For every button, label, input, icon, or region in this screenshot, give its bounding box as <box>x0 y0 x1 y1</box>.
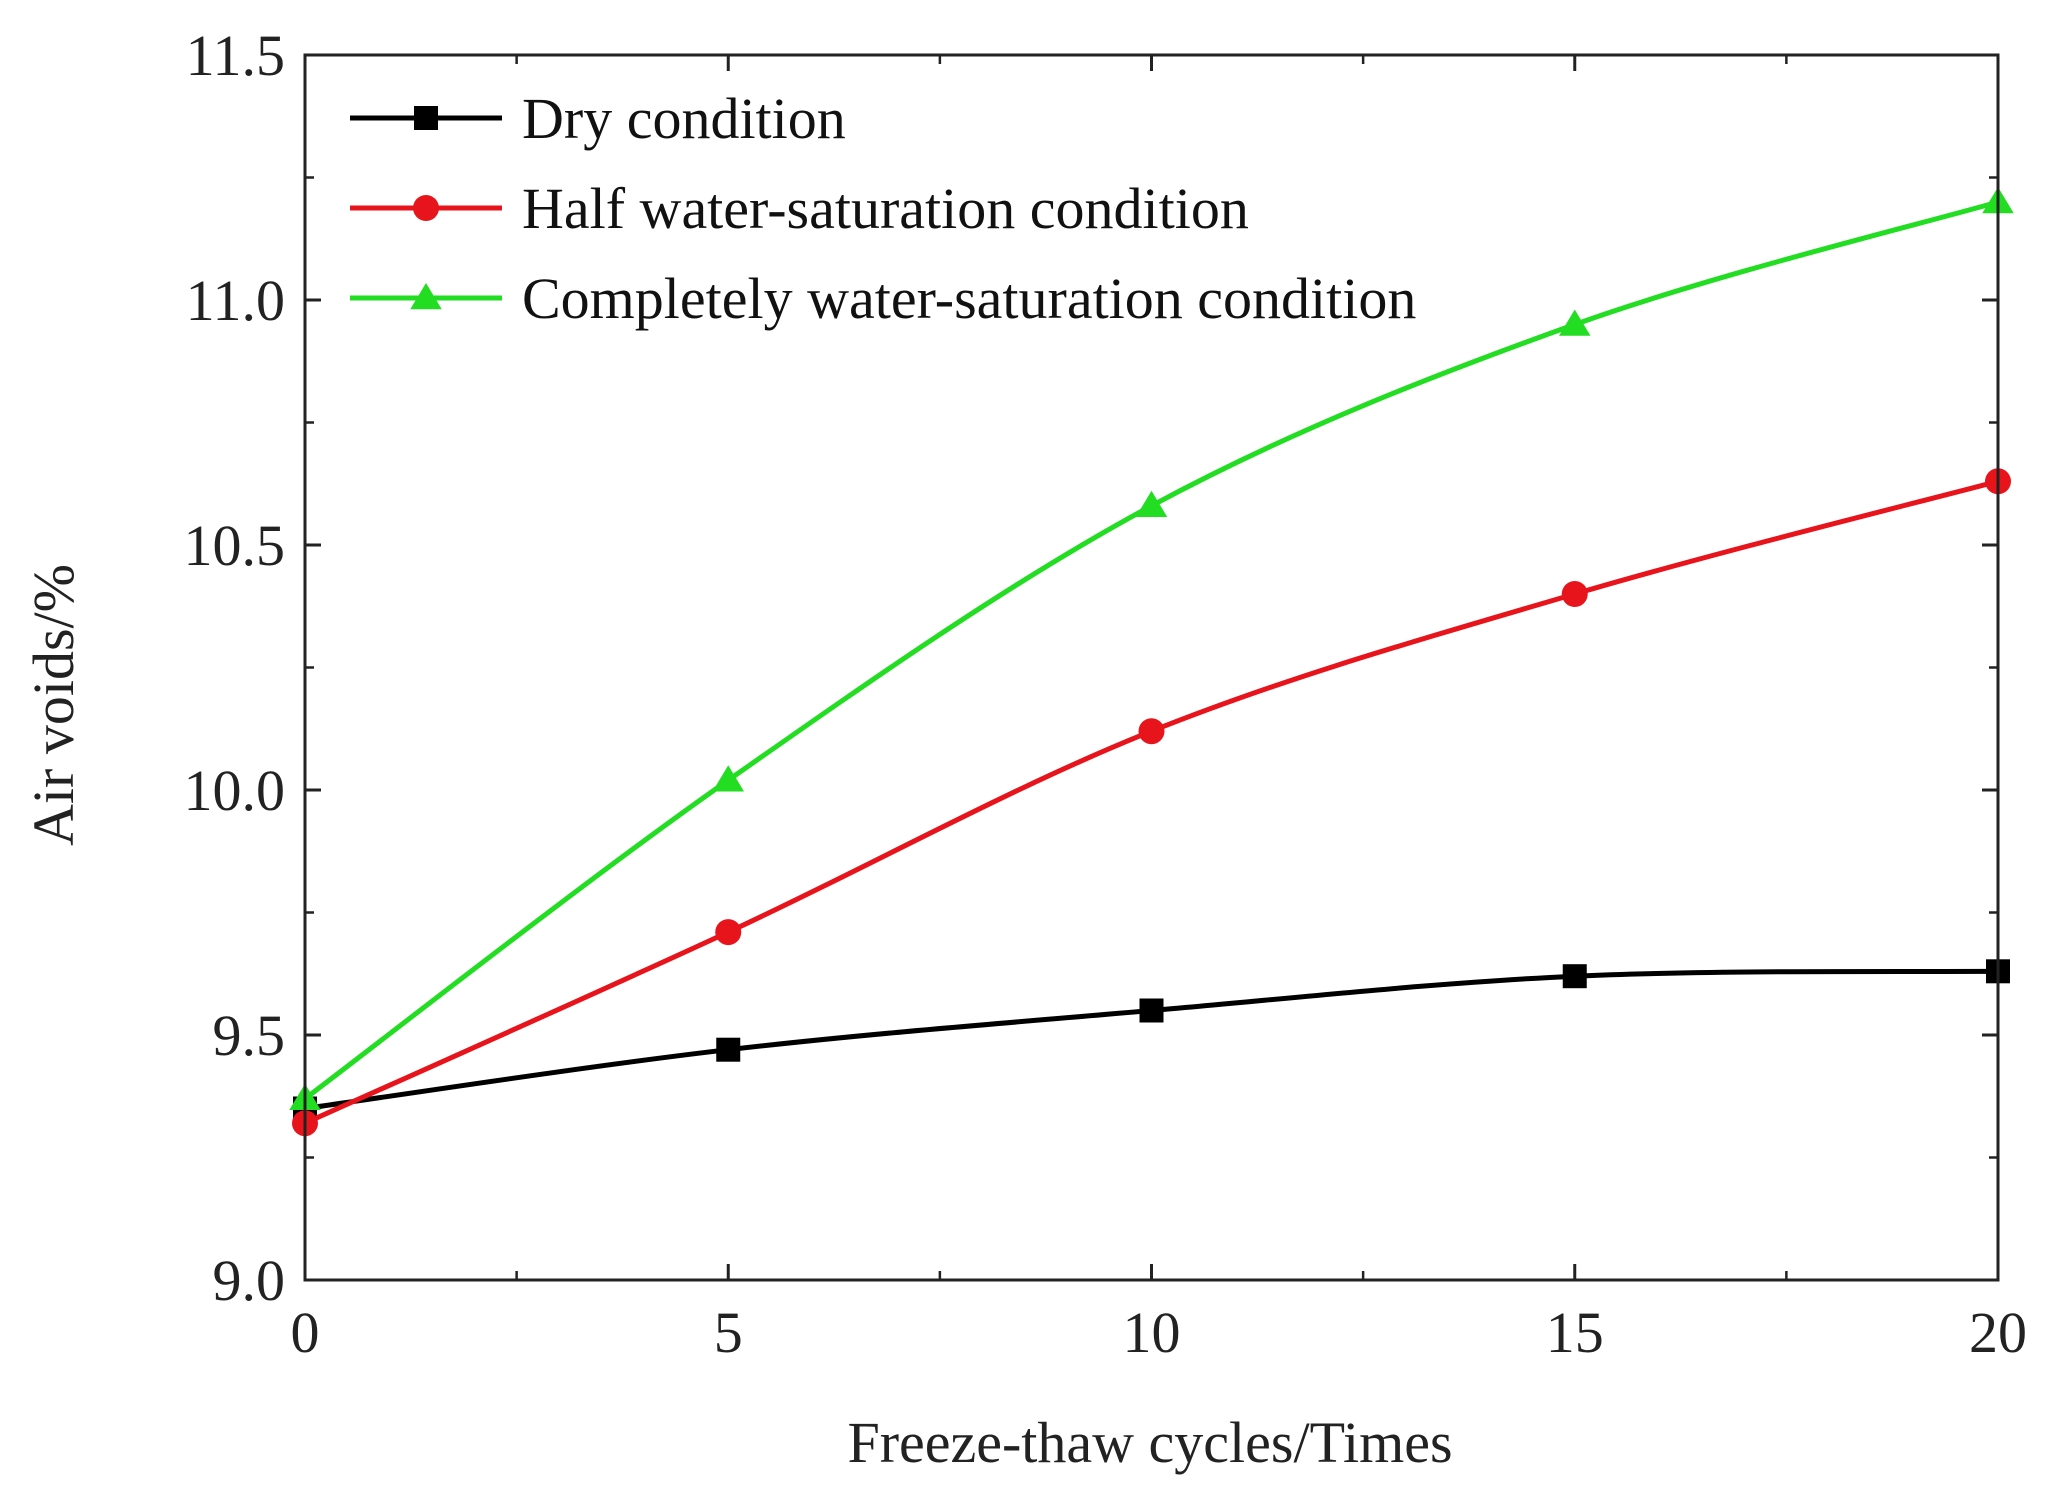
series-1 <box>293 959 2010 1121</box>
y-axis: 9.0 9.5 10.0 10.5 11.0 11.5 <box>184 23 1998 1313</box>
legend-marker <box>414 106 438 130</box>
x-tick-label: 10 <box>1123 1300 1181 1365</box>
x-axis-title: Freeze-thaw cycles/Times <box>847 1410 1452 1475</box>
series-2 <box>292 468 2011 1137</box>
legend-item-2: Half water-saturation condition <box>350 176 1249 241</box>
legend-label: Completely water-saturation condition <box>522 266 1416 331</box>
legend-item-3: Completely water-saturation condition <box>350 266 1416 331</box>
legend-label: Dry condition <box>522 86 846 151</box>
x-axis: 0 5 10 15 20 <box>291 55 2027 1365</box>
legend-marker <box>413 195 439 221</box>
data-point <box>1139 998 1164 1023</box>
data-point <box>1559 309 1591 336</box>
series-line <box>303 478 1999 1126</box>
x-tick-label: 20 <box>1969 1300 2027 1365</box>
y-axis-title: Air voids/% <box>21 564 86 846</box>
x-tick-label: 5 <box>714 1300 743 1365</box>
series-line <box>304 968 1999 1111</box>
x-tick-label: 15 <box>1546 1300 1604 1365</box>
series-line <box>303 199 1999 1101</box>
data-point <box>716 1037 741 1062</box>
legend-label: Half water-saturation condition <box>522 176 1249 241</box>
y-tick-label: 11.5 <box>186 23 285 88</box>
legend-item-1: Dry condition <box>350 86 846 151</box>
data-point <box>1562 964 1587 989</box>
y-tick-label: 11.0 <box>186 268 285 333</box>
series-3 <box>289 187 2014 1110</box>
plot-frame-layer <box>303 53 2000 1282</box>
y-tick-label: 9.5 <box>213 1003 286 1068</box>
data-point <box>715 919 742 946</box>
y-tick-label: 9.0 <box>213 1248 286 1313</box>
y-tick-label: 10.5 <box>184 513 286 578</box>
data-point <box>712 765 744 792</box>
data-point <box>1138 718 1165 745</box>
data-point <box>1561 581 1588 607</box>
y-tick-label: 10.0 <box>184 758 286 823</box>
legend: Dry condition Half water-saturation condi… <box>350 86 1416 331</box>
data-point <box>1135 490 1168 518</box>
legend-marker <box>410 283 442 310</box>
x-tick-label: 0 <box>291 1300 320 1365</box>
plot-frame <box>303 53 2000 1282</box>
